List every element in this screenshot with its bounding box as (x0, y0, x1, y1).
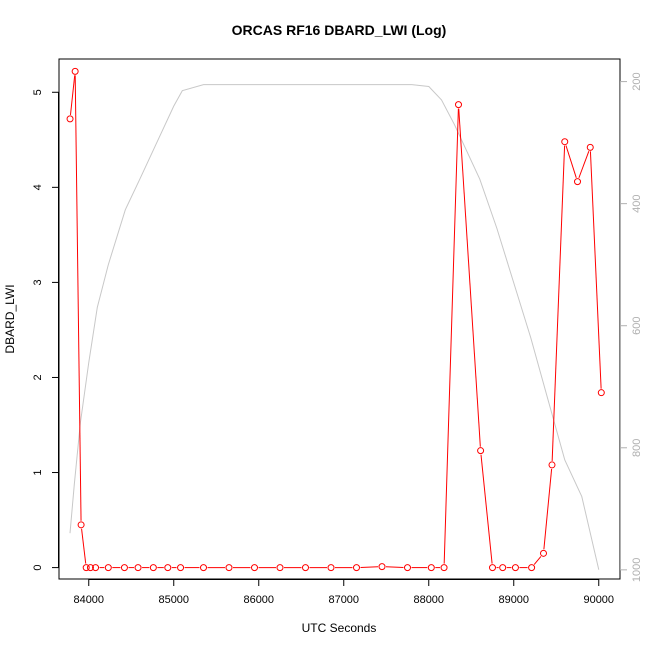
y2-axis: 200 400 600 800 1000 (620, 72, 643, 582)
data-point (82, 564, 90, 572)
data-point (251, 564, 258, 572)
y-tick-label: 1 (32, 469, 44, 475)
y-tick-label: 3 (32, 279, 44, 285)
y2-tick-label: 200 (631, 72, 643, 90)
data-point (276, 564, 284, 572)
data-point (134, 564, 142, 572)
x-tick-label: 89000 (498, 594, 529, 606)
data-point (511, 564, 519, 572)
y-tick-label: 4 (32, 184, 44, 190)
series-1-line (69, 84, 600, 570)
data-point (71, 67, 79, 75)
x-tick-label: 84000 (73, 594, 104, 606)
data-point (92, 564, 100, 572)
x-tick-label: 86000 (243, 594, 274, 606)
y2-tick-label: 600 (631, 317, 643, 335)
y2-tick-label: 400 (631, 194, 643, 212)
series-0-segment (480, 454, 493, 564)
data-point (225, 564, 233, 572)
data-point (327, 564, 335, 572)
x-tick-label: 88000 (413, 594, 444, 606)
y-tick-label: 2 (32, 374, 44, 380)
plot-frame (58, 58, 621, 580)
y-axis: 0 1 2 3 4 5 (32, 89, 59, 571)
data-point (427, 564, 435, 572)
data-point (104, 564, 112, 572)
y-tick-label: 0 (32, 565, 44, 571)
series-0-segment (385, 566, 404, 568)
series-0-segment (551, 145, 566, 461)
x-axis-label: UTC Seconds (302, 621, 377, 635)
series-0-segment (533, 556, 542, 565)
data-point (528, 564, 536, 572)
series-0-segment (565, 145, 577, 178)
data-point (120, 564, 128, 572)
series-0-segment (589, 151, 602, 389)
y2-tick-label: 800 (631, 439, 643, 457)
data-point (353, 564, 360, 572)
data-point (77, 521, 85, 529)
series-0-segment (69, 75, 76, 115)
series-0-segment (578, 150, 590, 179)
series-0-segment (543, 468, 553, 550)
data-point (177, 564, 185, 572)
x-tick-label: 85000 (158, 594, 189, 606)
series-0-segment (81, 528, 87, 564)
x-axis: 84000 85000 86000 87000 88000 89000 90000 (73, 579, 614, 606)
data-point (561, 138, 569, 146)
data-point (440, 564, 448, 572)
data-point (378, 563, 386, 571)
data-point (455, 101, 462, 109)
data-point (404, 564, 411, 572)
series-0-segment (360, 566, 379, 568)
data-point (489, 564, 496, 572)
right-series-layer (69, 84, 600, 570)
data-point (540, 549, 547, 557)
data-point (86, 564, 94, 572)
data-point (200, 564, 207, 572)
x-tick-label: 87000 (328, 594, 359, 606)
y2-tick-label: 1000 (631, 558, 643, 582)
data-point (548, 461, 556, 469)
y-axis-label: DBARD_LWI (3, 284, 17, 353)
data-point (586, 143, 594, 151)
data-point (477, 447, 485, 455)
data-point (574, 178, 581, 186)
data-point (164, 564, 172, 572)
data-point (149, 564, 157, 572)
data-point (597, 389, 605, 397)
series-0-segment (74, 75, 82, 521)
data-point (499, 564, 507, 572)
series-0-segment (458, 108, 481, 447)
series-0-segment (443, 108, 459, 564)
left-series-layer (66, 67, 605, 572)
data-point (66, 115, 74, 123)
y-tick-label: 5 (32, 89, 44, 95)
x-tick-label: 90000 (583, 594, 614, 606)
chart-title: ORCAS RF16 DBARD_LWI (Log) (232, 22, 447, 38)
data-point (302, 564, 309, 572)
